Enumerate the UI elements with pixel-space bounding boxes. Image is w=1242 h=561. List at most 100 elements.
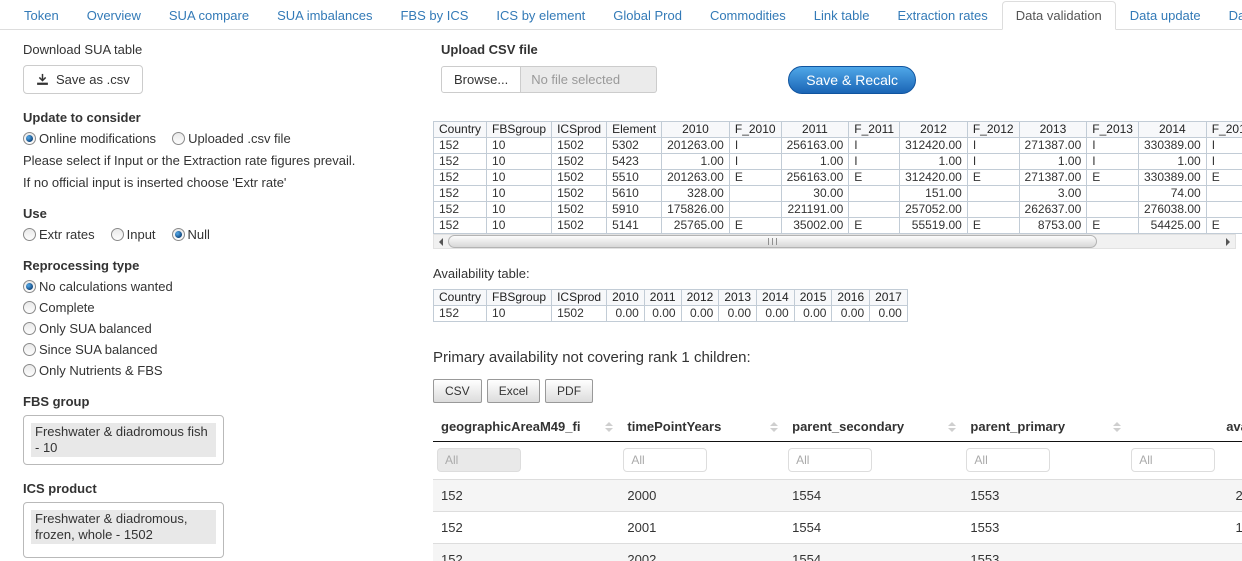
tab-sua-compare[interactable]: SUA compare: [168, 8, 250, 23]
radio-null[interactable]: Null: [171, 227, 210, 242]
radio-complete[interactable]: Complete: [23, 300, 410, 315]
table-cell: 10: [486, 217, 553, 234]
use-radios: Extr rates Input Null: [23, 227, 410, 242]
tab-extraction-rates[interactable]: Extraction rates: [897, 8, 988, 23]
table-row: 152 10 1502 5510 201263.00 E 256163.00 E 312420.…: [432, 169, 1242, 186]
table-cell: 5141: [606, 217, 663, 234]
column-header-availability-primary[interactable]: availability_primary: [1127, 412, 1242, 442]
tab-data-saving[interactable]: Data saving: [1228, 8, 1242, 23]
table-cell: 1.00: [661, 153, 730, 170]
table-cell: 3.00: [1018, 185, 1088, 202]
radio-input[interactable]: Input: [110, 227, 156, 242]
column-header-parent-secondary[interactable]: parent_secondary: [784, 412, 963, 442]
table-cell: I: [848, 153, 901, 170]
sua-data-table: Country FBSgroup ICSprod Element 2010 F_2010 2…: [432, 121, 1242, 234]
radio-only-sua-balanced[interactable]: Only SUA balanced: [23, 321, 410, 336]
table-cell: 24426.6433871796: [1127, 479, 1242, 512]
tab-commodities[interactable]: Commodities: [709, 8, 786, 23]
horizontal-scrollbar[interactable]: [433, 234, 1236, 249]
filter-input-parent-primary[interactable]: [966, 448, 1051, 472]
radio-label: Online modifications: [39, 131, 157, 146]
radio-circle: [23, 228, 36, 241]
radio-label: Only SUA balanced: [39, 321, 152, 336]
table-cell: [728, 185, 782, 202]
radio-online-modifications[interactable]: Online modifications: [23, 131, 156, 146]
ics-product-select[interactable]: Freshwater & diadromous, frozen, whole -…: [23, 502, 224, 558]
option-freshwater-diadromous-frozen-whole-1502[interactable]: Freshwater & diadromous, frozen, whole -…: [31, 510, 216, 544]
radio-label: Input: [126, 227, 156, 242]
radio-label: Null: [187, 227, 210, 242]
column-header-fbsgroup: FBSgroup: [486, 121, 553, 138]
column-header-parent-primary[interactable]: parent_primary: [962, 412, 1128, 442]
tab-global-prod[interactable]: Global Prod: [613, 8, 682, 23]
table-cell: 1.00: [899, 153, 968, 170]
column-header-timepointyears[interactable]: timePointYears: [619, 412, 785, 442]
table-cell: 152: [432, 185, 488, 202]
column-header-2013: 2013: [1018, 121, 1088, 138]
tab-data-validation[interactable]: Data validation: [1001, 1, 1116, 30]
radio-no-calculations-wanted[interactable]: No calculations wanted: [23, 279, 410, 294]
table-row: 15220011554155317104.964010502922621.95: [433, 511, 1242, 544]
radio-label: Uploaded .csv file: [188, 131, 291, 146]
radio-uploaded-csv-file[interactable]: Uploaded .csv file: [172, 131, 291, 146]
primary-availability-table: geographicAreaM49_fi timePointYears parent…: [433, 412, 1242, 561]
table-cell: E: [1086, 217, 1139, 234]
filter-input-timepointyears[interactable]: [623, 448, 708, 472]
table-cell: 0.00: [606, 305, 645, 322]
fbs-group-label: FBS group: [23, 394, 90, 409]
radio-label: Since SUA balanced: [39, 342, 158, 357]
table-cell: 328.00: [661, 185, 730, 202]
tab-overview[interactable]: Overview: [86, 8, 141, 23]
tab-sua-imbalances[interactable]: SUA imbalances: [277, 8, 373, 23]
radio-circle: [171, 228, 185, 241]
scrollbar-thumb[interactable]: [448, 235, 1098, 248]
scrollbar-right-arrow[interactable]: [1221, 235, 1235, 248]
reprocessing-type-label: Reprocessing type: [23, 258, 140, 273]
pdf-button[interactable]: PDF: [545, 379, 594, 403]
tab-link-table[interactable]: Link table: [813, 8, 870, 23]
table-cell: E: [966, 169, 1020, 186]
reprocessing-type-radios: No calculations wanted Complete Only SUA b…: [23, 279, 410, 378]
table-cell: 152: [432, 169, 488, 186]
column-header-f-2013: F_2013: [1086, 121, 1139, 138]
tab-token[interactable]: Token: [24, 8, 59, 23]
table-cell: 256163.00: [780, 169, 850, 186]
radio-extr-rates[interactable]: Extr rates: [23, 227, 95, 242]
table-cell: [728, 201, 782, 218]
radio-circle: [23, 280, 36, 293]
table-row: 15210150254231.00I1.00I1.00I1.00I1.00I1.…: [432, 153, 1242, 170]
table-cell: 152: [433, 511, 620, 544]
radio-since-sua-balanced[interactable]: Since SUA balanced: [23, 342, 410, 357]
sort-icon: [1113, 421, 1122, 432]
filter-input-geographicaream49-fi[interactable]: [437, 448, 521, 472]
availability-table: Country FBSgroup ICSprod 2010 2011 2012 2013 20…: [432, 289, 908, 322]
save-as-csv-button[interactable]: Save as .csv: [23, 65, 143, 94]
table-cell: [1205, 201, 1242, 218]
table-cell: 312420.00: [899, 137, 968, 154]
csv-button[interactable]: CSV: [433, 379, 482, 403]
excel-button[interactable]: Excel: [486, 379, 541, 403]
tab-data-update[interactable]: Data update: [1129, 8, 1201, 23]
filter-input-parent-secondary[interactable]: [788, 448, 873, 472]
radio-only-nutrients-fbs[interactable]: Only Nutrients & FBS: [23, 363, 410, 378]
save-recalc-button[interactable]: Save & Recalc: [788, 66, 917, 94]
table-cell: 5610: [606, 185, 663, 202]
tab-fbs-by-ics[interactable]: FBS by ICS: [400, 8, 469, 23]
column-header-country: Country: [432, 289, 488, 306]
table-cell: E: [728, 169, 782, 186]
table-cell: 15540.634111536: [1127, 543, 1242, 561]
table-cell: 276038.00: [1137, 201, 1207, 218]
radio-label: Only Nutrients & FBS: [39, 363, 163, 378]
column-header-2017: 2017: [869, 289, 908, 306]
file-status-text: No file selected: [521, 66, 658, 93]
fbs-group-select[interactable]: Freshwater & diadromous fish - 10: [23, 415, 224, 465]
tab-ics-by-element[interactable]: ICS by element: [496, 8, 586, 23]
scrollbar-track[interactable]: [448, 235, 1221, 248]
upload-csv-label: Upload CSV file: [441, 42, 538, 57]
option-freshwater-diadromous-fish-10[interactable]: Freshwater & diadromous fish - 10: [31, 423, 216, 457]
filter-input-availability-primary[interactable]: [1131, 448, 1216, 472]
column-header-geographicaream49-fi[interactable]: geographicAreaM49_fi: [433, 412, 620, 442]
scrollbar-left-arrow[interactable]: [434, 235, 448, 248]
browse-button[interactable]: Browse...: [441, 66, 522, 93]
